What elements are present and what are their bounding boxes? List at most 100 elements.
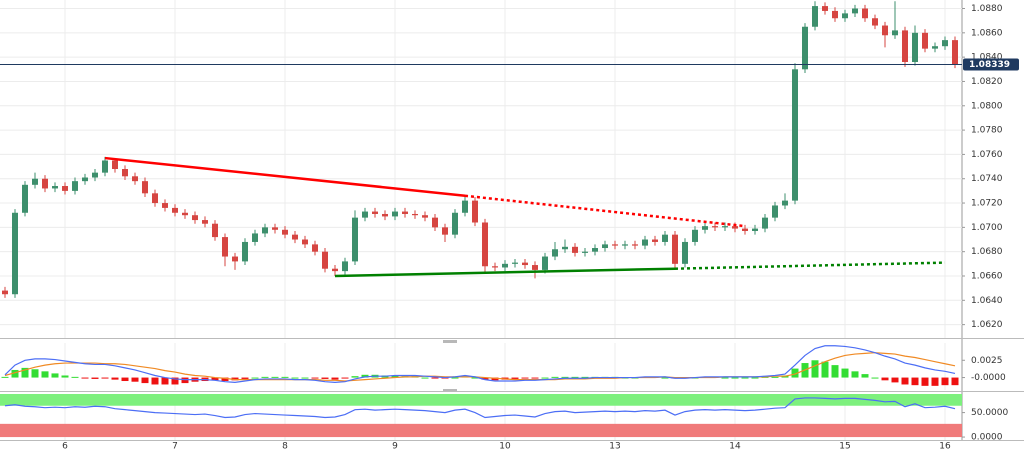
x-tick-label: 16 bbox=[939, 442, 951, 450]
candle-body bbox=[152, 193, 158, 204]
y-tick-label: 1.0680 bbox=[971, 247, 1003, 257]
candle bbox=[382, 210, 388, 221]
signal-line bbox=[4, 352, 956, 382]
histogram-bar bbox=[551, 376, 559, 378]
candle-body bbox=[332, 268, 338, 272]
candle-body bbox=[452, 212, 458, 235]
candle-body bbox=[612, 244, 618, 246]
histogram-bar bbox=[71, 376, 79, 378]
candle bbox=[332, 265, 338, 276]
candle bbox=[642, 235, 648, 250]
candle bbox=[172, 204, 178, 217]
candle bbox=[512, 258, 518, 268]
candle bbox=[122, 165, 128, 180]
candle-body bbox=[902, 30, 908, 63]
y-tick-label: -0.0000 bbox=[971, 373, 1006, 383]
histogram-bar bbox=[911, 377, 919, 386]
candle-body bbox=[642, 239, 648, 246]
pane-splitter[interactable] bbox=[443, 389, 457, 392]
trendline bbox=[334, 267, 676, 278]
histogram-bar bbox=[891, 377, 899, 383]
candle-body bbox=[162, 203, 168, 208]
candle bbox=[702, 222, 708, 234]
histogram-bar bbox=[121, 377, 129, 382]
candle-body bbox=[72, 181, 78, 191]
candle bbox=[2, 286, 8, 298]
candle-body bbox=[272, 227, 278, 230]
pane-splitter[interactable] bbox=[443, 340, 457, 343]
candle bbox=[942, 36, 948, 50]
histogram-bar bbox=[301, 377, 309, 379]
candle-body bbox=[522, 262, 528, 266]
histogram-bar bbox=[291, 377, 299, 379]
candle-body bbox=[2, 290, 8, 295]
candle-body bbox=[662, 234, 668, 242]
candle-body bbox=[32, 178, 38, 185]
candle bbox=[222, 233, 228, 267]
candle bbox=[52, 182, 58, 193]
candle-body bbox=[552, 249, 558, 257]
candle bbox=[182, 209, 188, 219]
candle bbox=[672, 231, 678, 269]
candle bbox=[82, 173, 88, 185]
histogram-bar bbox=[111, 377, 119, 380]
y-tick-label: 1.0880 bbox=[971, 4, 1003, 14]
candle bbox=[552, 241, 558, 261]
candle-body bbox=[712, 226, 718, 228]
candle bbox=[262, 223, 268, 238]
histogram-bar bbox=[921, 377, 929, 386]
x-tick-label: 8 bbox=[282, 442, 288, 450]
histogram-bar bbox=[881, 377, 889, 381]
histogram-bar bbox=[491, 377, 499, 381]
histogram-bar bbox=[351, 376, 359, 378]
candle bbox=[362, 207, 368, 222]
histogram-bar bbox=[261, 376, 269, 378]
x-tick-label: 9 bbox=[392, 442, 398, 450]
candle-body bbox=[442, 227, 448, 235]
x-tick-label: 14 bbox=[729, 442, 741, 450]
candle-body bbox=[542, 256, 548, 270]
histogram-bar bbox=[141, 377, 149, 384]
candle bbox=[932, 42, 938, 53]
candle-body bbox=[722, 226, 728, 228]
candle-body bbox=[322, 251, 328, 269]
candle bbox=[902, 26, 908, 67]
macd-line bbox=[4, 345, 956, 383]
candle bbox=[712, 222, 718, 232]
candle bbox=[802, 23, 808, 73]
histogram-bar bbox=[521, 377, 529, 379]
candle-body bbox=[742, 228, 748, 232]
candle-body bbox=[652, 239, 658, 242]
candle bbox=[92, 169, 98, 182]
candle-body bbox=[782, 200, 788, 206]
candle-body bbox=[392, 211, 398, 217]
candle-body bbox=[302, 239, 308, 245]
candle-body bbox=[632, 244, 638, 246]
candle-body bbox=[192, 215, 198, 221]
candle bbox=[502, 260, 508, 272]
candle-body bbox=[232, 256, 238, 262]
candle bbox=[662, 231, 668, 246]
candle-body bbox=[312, 244, 318, 252]
histogram-bar bbox=[31, 369, 39, 378]
histogram-bar bbox=[821, 361, 829, 378]
candle-body bbox=[432, 217, 438, 228]
candle bbox=[12, 209, 18, 298]
candle bbox=[532, 261, 538, 279]
candle bbox=[442, 223, 448, 242]
histogram-bar bbox=[751, 377, 759, 379]
candle-body bbox=[462, 200, 468, 213]
candle-body bbox=[472, 200, 478, 223]
candle bbox=[692, 226, 698, 246]
candle-body bbox=[222, 237, 228, 257]
candle bbox=[752, 224, 758, 235]
histogram-bar bbox=[131, 377, 139, 382]
candle-body bbox=[12, 212, 18, 295]
candle bbox=[292, 231, 298, 244]
candle bbox=[742, 224, 748, 235]
x-tick-label: 10 bbox=[499, 442, 511, 450]
candle-body bbox=[342, 261, 348, 272]
histogram-bar bbox=[561, 376, 569, 378]
candle-body bbox=[792, 69, 798, 201]
